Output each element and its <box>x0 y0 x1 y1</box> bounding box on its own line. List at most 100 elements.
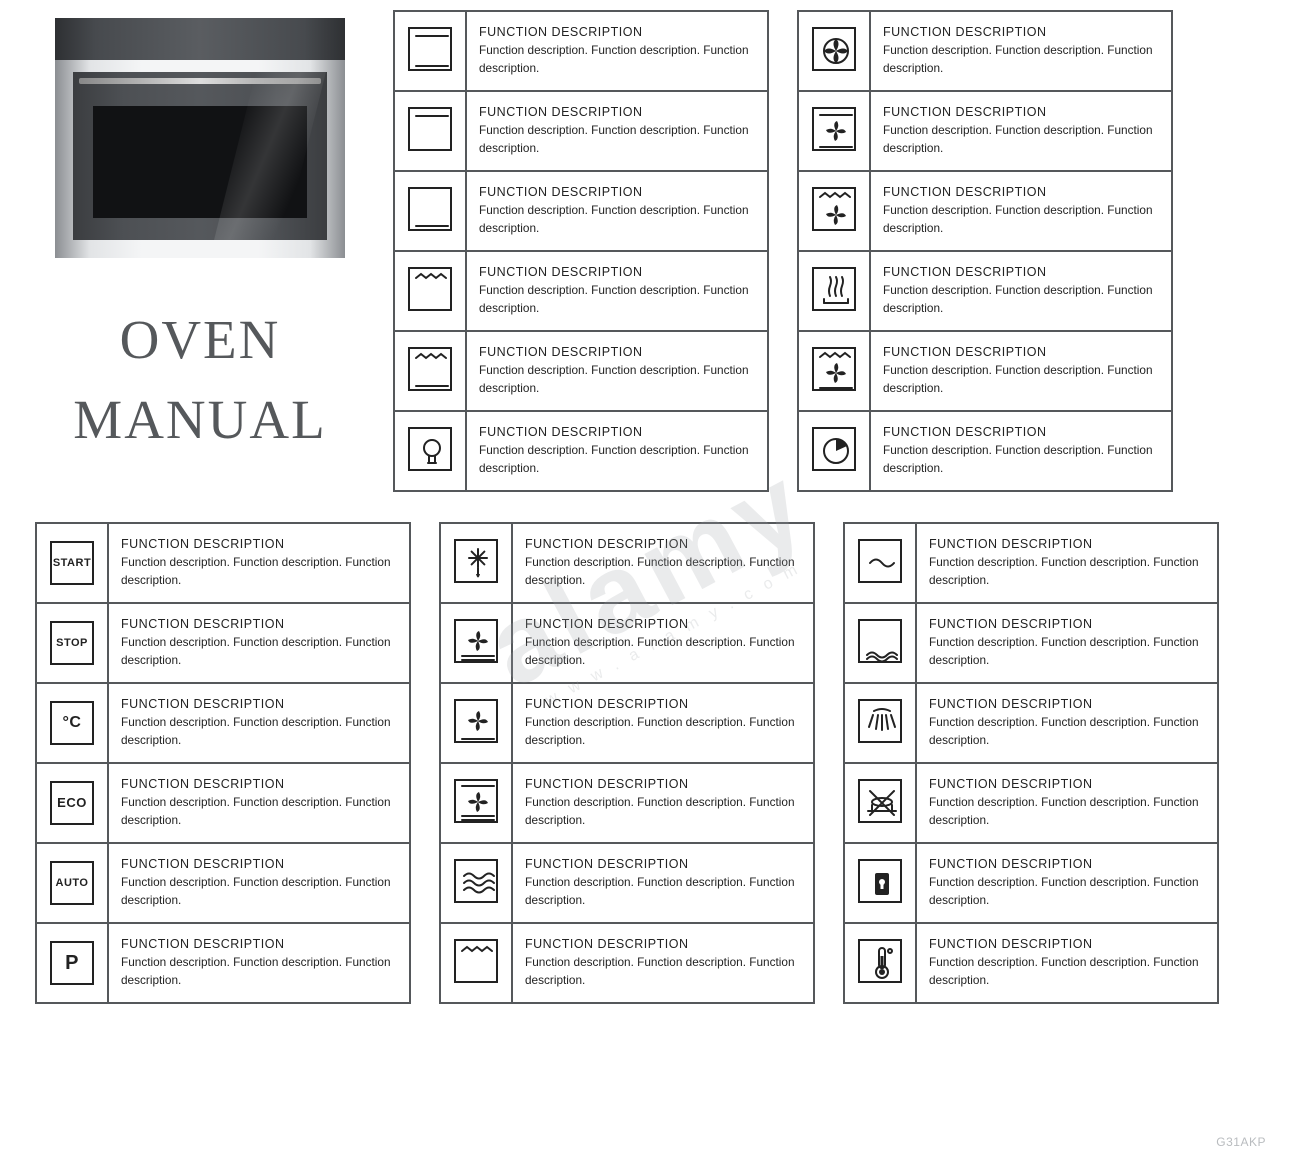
description-cell: FUNCTION DESCRIPTION Function description… <box>108 603 410 683</box>
function-heading: FUNCTION DESCRIPTION <box>883 105 1161 119</box>
function-heading: FUNCTION DESCRIPTION <box>525 697 803 711</box>
auto-symbol: AUTO <box>50 861 94 905</box>
table-row: FUNCTION DESCRIPTION Function description… <box>798 411 1172 491</box>
symbol-cell: START <box>36 523 108 603</box>
description-cell: FUNCTION DESCRIPTION Function description… <box>512 523 814 603</box>
description-cell: FUNCTION DESCRIPTIONFunction description… <box>870 251 1172 331</box>
fan-top-bottom-icon <box>812 107 856 151</box>
start-symbol: START <box>50 541 94 585</box>
function-body: Function description. Function descripti… <box>479 202 757 236</box>
function-heading: FUNCTION DESCRIPTION <box>479 345 757 359</box>
symbol-cell <box>798 411 870 491</box>
function-body: Function description. Function descripti… <box>121 874 399 908</box>
table-row: FUNCTION DESCRIPTIONFunction description… <box>440 763 814 843</box>
c-symbol: °C <box>50 701 94 745</box>
symbol-cell <box>440 923 512 1003</box>
description-cell: FUNCTION DESCRIPTION Function description… <box>870 411 1172 491</box>
function-body: Function description. Function descripti… <box>883 202 1161 236</box>
symbol-cell: ECO <box>36 763 108 843</box>
function-body: Function description. Function descripti… <box>929 954 1207 988</box>
shower-icon <box>858 699 902 743</box>
description-cell: FUNCTION DESCRIPTIONFunction description… <box>512 923 814 1003</box>
symbol-cell <box>798 171 870 251</box>
description-cell: FUNCTION DESCRIPTION Function description… <box>108 523 410 603</box>
function-body: Function description. Function descripti… <box>883 42 1161 76</box>
description-cell: FUNCTION DESCRIPTIONFunction description… <box>916 683 1218 763</box>
function-heading: FUNCTION DESCRIPTION <box>883 265 1161 279</box>
function-body: Function description. Function descripti… <box>883 362 1161 396</box>
symbol-cell <box>440 763 512 843</box>
manual-title: OVEN MANUAL <box>73 300 326 460</box>
description-cell: FUNCTION DESCRIPTIONFunction description… <box>916 923 1218 1003</box>
table-row: FUNCTION DESCRIPTIONFunction description… <box>394 411 768 491</box>
symbol-cell <box>844 683 916 763</box>
description-cell: FUNCTION DESCRIPTIONFunction description… <box>916 763 1218 843</box>
function-heading: FUNCTION DESCRIPTION <box>479 185 757 199</box>
function-table: FUNCTION DESCRIPTION Function description… <box>843 522 1219 1004</box>
fan-circle-icon <box>812 27 856 71</box>
description-cell: FUNCTION DESCRIPTION Function description… <box>108 763 410 843</box>
description-cell: FUNCTION DESCRIPTIONFunction description… <box>466 251 768 331</box>
function-body: Function description. Function descripti… <box>883 122 1161 156</box>
table-row: FUNCTION DESCRIPTIONFunction description… <box>440 923 814 1003</box>
function-heading: FUNCTION DESCRIPTION <box>883 425 1161 439</box>
description-cell: FUNCTION DESCRIPTIONFunction description… <box>512 763 814 843</box>
description-cell: FUNCTION DESCRIPTIONFunction description… <box>916 603 1218 683</box>
function-body: Function description. Function descripti… <box>121 794 399 828</box>
function-heading: FUNCTION DESCRIPTION <box>121 537 399 551</box>
table-row: FUNCTION DESCRIPTION Function description… <box>394 171 768 251</box>
symbol-cell <box>844 603 916 683</box>
function-body: Function description. Function descripti… <box>525 554 803 588</box>
description-cell: FUNCTION DESCRIPTION Function description… <box>512 603 814 683</box>
function-heading: FUNCTION DESCRIPTION <box>525 617 803 631</box>
description-cell: FUNCTION DESCRIPTIONFunction description… <box>870 171 1172 251</box>
tilde-icon <box>858 539 902 583</box>
description-cell: FUNCTION DESCRIPTIONFunction description… <box>108 843 410 923</box>
table-row: ECO FUNCTION DESCRIPTION Function descript… <box>36 763 410 843</box>
table-row: FUNCTION DESCRIPTIONFunction description… <box>844 603 1218 683</box>
table-row: FUNCTION DESCRIPTIONFunction description… <box>440 683 814 763</box>
table-row: FUNCTION DESCRIPTION Function description… <box>798 91 1172 171</box>
table-row: FUNCTION DESCRIPTIONFunction description… <box>844 523 1218 603</box>
function-heading: FUNCTION DESCRIPTION <box>121 617 399 631</box>
function-body: Function description. Function descripti… <box>479 122 757 156</box>
symbol-cell <box>844 843 916 923</box>
function-heading: FUNCTION DESCRIPTION <box>525 537 803 551</box>
symbol-cell <box>394 11 466 91</box>
table-row: FUNCTION DESCRIPTIONFunction description… <box>394 91 768 171</box>
image-id: G31AKP <box>1216 1135 1266 1149</box>
function-table: FUNCTION DESCRIPTION Function description… <box>393 10 769 492</box>
table-row: °CFUNCTION DESCRIPTIONFunction descripti… <box>36 683 410 763</box>
table-row: FUNCTION DESCRIPTIONFunction description… <box>844 763 1218 843</box>
function-body: Function description. Function descripti… <box>525 634 803 668</box>
symbol-cell <box>844 923 916 1003</box>
function-body: Function description. Function descripti… <box>479 362 757 396</box>
function-heading: FUNCTION DESCRIPTION <box>883 25 1161 39</box>
title-line-2: MANUAL <box>73 389 326 450</box>
symbol-cell: STOP <box>36 603 108 683</box>
function-body: Function description. Function descripti… <box>883 442 1161 476</box>
description-cell: FUNCTION DESCRIPTIONFunction description… <box>916 523 1218 603</box>
function-heading: FUNCTION DESCRIPTION <box>479 265 757 279</box>
thermometer-icon <box>858 939 902 983</box>
table-row: FUNCTION DESCRIPTIONFunction description… <box>844 843 1218 923</box>
table-row: FUNCTION DESCRIPTIONFunction description… <box>844 683 1218 763</box>
function-body: Function description. Function descripti… <box>121 554 399 588</box>
function-heading: FUNCTION DESCRIPTION <box>121 777 399 791</box>
function-heading: FUNCTION DESCRIPTION <box>929 617 1207 631</box>
symbol-cell <box>394 331 466 411</box>
symbol-cell <box>440 843 512 923</box>
hero-panel: OVEN MANUAL <box>35 10 365 492</box>
function-body: Function description. Function descripti… <box>121 634 399 668</box>
symbol-cell <box>798 91 870 171</box>
no-rack-icon <box>858 779 902 823</box>
bulb-icon <box>408 427 452 471</box>
table-row: FUNCTION DESCRIPTION Function description… <box>798 11 1172 91</box>
top-tables-region: FUNCTION DESCRIPTION Function description… <box>393 10 1173 492</box>
square-zigzag-top-bottomline-icon <box>408 347 452 391</box>
p-symbol: P <box>50 941 94 985</box>
stop-symbol: STOP <box>50 621 94 665</box>
square-zigzag-top-icon <box>408 267 452 311</box>
square-top-bottom-icon <box>408 27 452 71</box>
title-line-1: OVEN <box>120 309 281 370</box>
